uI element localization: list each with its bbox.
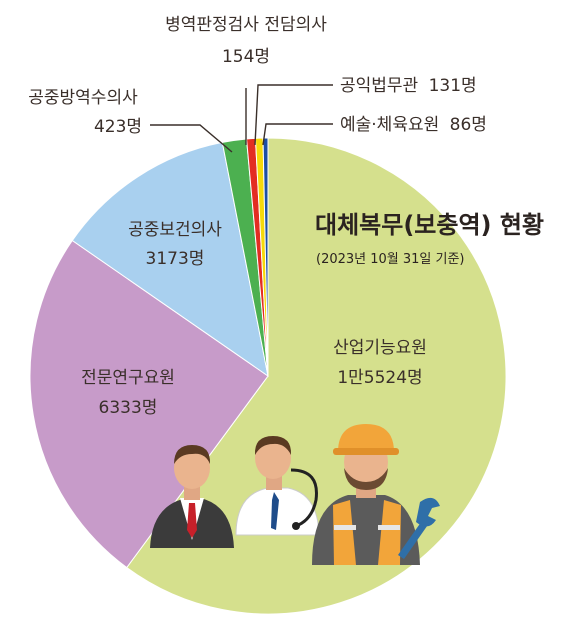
slice-label-research-value: 6333명 [99,398,158,418]
slice-label-industry-value: 1만5524명 [337,368,422,388]
slice-label-arts-title: 예술·체육요원 [340,115,439,135]
pie-slices [29,137,507,615]
leader-line-law [254,84,333,146]
slice-label-industry-name: 산업기능요원 [333,338,427,358]
slice-label-vet-value: 423명 [94,117,142,137]
slice-label-research-name: 전문연구요원 [81,368,175,388]
slice-label-health-name: 공중보건의사 [128,220,222,240]
pie-slice-2 [71,141,269,378]
pie-slice-0 [126,137,507,615]
slice-label-law-value: 131명 [429,76,477,96]
construction-worker-icon [312,424,440,565]
slice-label-law-name: 공익법무관 131명 [340,76,477,96]
chart-title: 대체복무(보충역) 현황 [315,211,544,239]
pie-slice-1 [29,239,269,569]
worker-illustration [150,424,440,565]
doctor-icon [235,436,320,536]
slice-label-arts-name: 예술·체육요원 86명 [340,115,487,135]
slice-label-exam-value: 154명 [222,47,270,67]
leader-line-arts [262,123,333,146]
pie-slice-6 [262,137,269,377]
businessman-icon [150,445,234,548]
chart-subtitle: (2023년 10월 31일 기준) [316,252,465,267]
slice-label-arts-value: 86명 [450,115,487,135]
leader-lines [150,84,333,153]
slice-label-vet-name: 공중방역수의사 [28,88,138,108]
slice-label-exam-name: 병역판정검사 전담의사 [165,15,327,35]
slice-label-law-title: 공익법무관 [340,76,418,96]
slice-label-health-value: 3173명 [146,249,205,269]
leader-line-vet [150,124,233,153]
